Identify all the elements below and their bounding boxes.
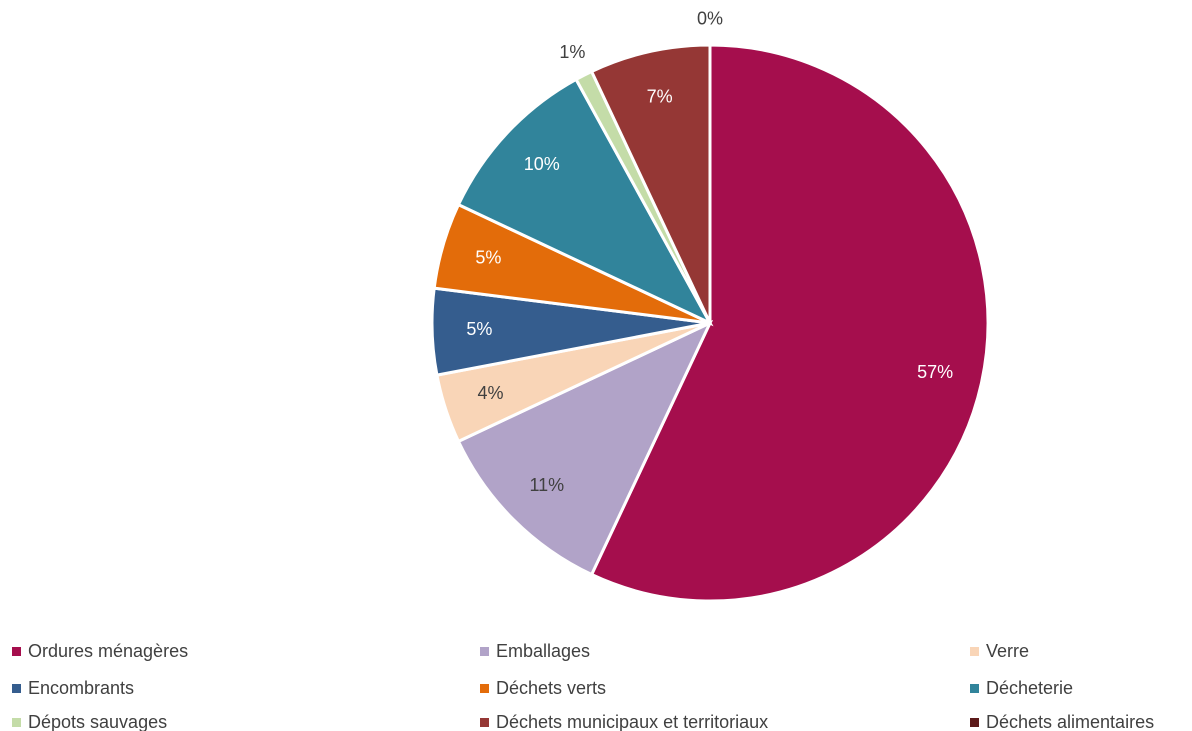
legend-swatch (480, 718, 489, 727)
pie-slice (589, 43, 712, 324)
legend-swatch (12, 718, 21, 727)
pie-slice (456, 319, 714, 577)
legend-swatch (480, 647, 489, 656)
legend-label: Verre (986, 641, 1029, 661)
legend-swatch (970, 684, 979, 693)
legend-label: Ordures ménagères (28, 641, 188, 661)
legend-label: Déchets verts (496, 678, 606, 698)
legend-swatch (480, 684, 489, 693)
legend-swatch (12, 684, 21, 693)
data-label: 5% (466, 319, 492, 339)
legend-swatch (970, 647, 979, 656)
legend-label: Emballages (496, 641, 590, 661)
data-label: 4% (478, 383, 504, 403)
legend-label: Encombrants (28, 678, 134, 698)
legend-swatch (970, 718, 979, 727)
legend-label: Décheterie (986, 678, 1073, 698)
legend-label: Déchets municipaux et territoriaux (496, 712, 768, 731)
legend-swatch (12, 647, 21, 656)
data-label: 1% (559, 42, 585, 62)
data-label: 5% (475, 247, 501, 267)
data-label: 57% (917, 362, 953, 382)
legend-label: Déchets alimentaires (986, 712, 1154, 731)
data-label: 10% (524, 154, 560, 174)
data-label: 7% (647, 87, 673, 107)
data-label: 0% (697, 9, 723, 29)
data-label: 11% (529, 475, 564, 495)
pie-slice (456, 77, 714, 327)
pie-slice (589, 43, 990, 603)
legend-label: Dépots sauvages (28, 712, 167, 731)
